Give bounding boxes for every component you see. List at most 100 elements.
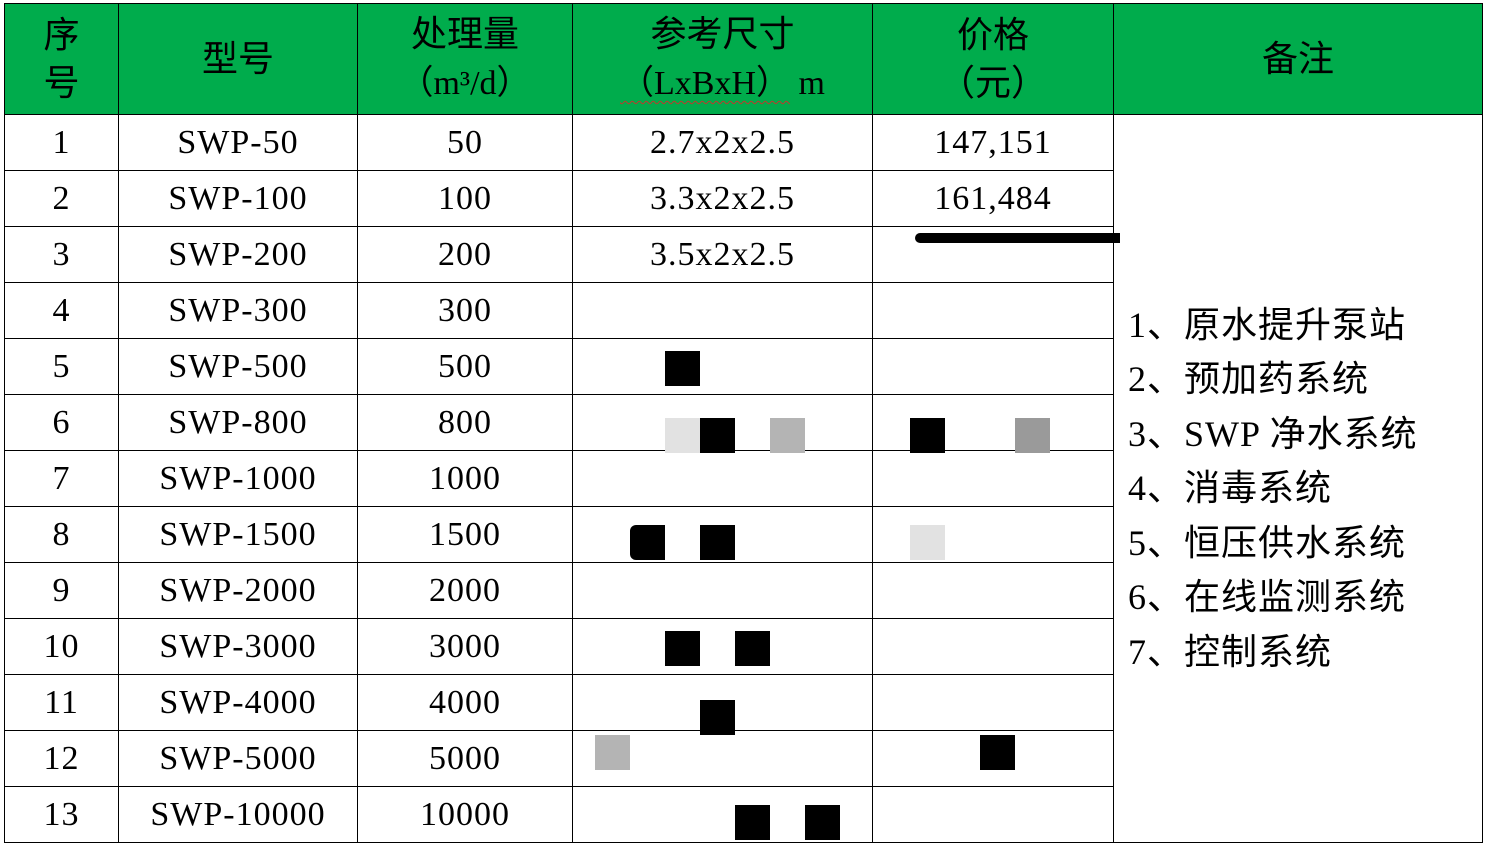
header-model: 型号 bbox=[118, 3, 358, 115]
cell-dimensions: 3.3x2x2.5 bbox=[572, 170, 873, 227]
redaction-block bbox=[980, 735, 1015, 770]
redaction-block bbox=[1015, 418, 1050, 453]
redaction-block bbox=[700, 418, 735, 453]
table-row: 12 SWP-5000 5000 bbox=[4, 730, 1483, 787]
table-row: 9 SWP-2000 2000 bbox=[4, 562, 1483, 619]
cell-model: SWP-1000 bbox=[118, 450, 358, 507]
cell-model: SWP-3000 bbox=[118, 618, 358, 675]
cell-index: 2 bbox=[4, 170, 119, 227]
header-row: 序号 型号 处理量 （m³/d） 参考尺寸 （LxBxH） m 价格 （元） 备注 bbox=[4, 3, 1483, 115]
cell-model: SWP-100 bbox=[118, 170, 358, 227]
header-capacity: 处理量 （m³/d） bbox=[357, 3, 573, 115]
remark-item: 6、在线监测系统 bbox=[1128, 577, 1407, 618]
cell-dimensions bbox=[572, 282, 873, 339]
redaction-block bbox=[595, 735, 630, 770]
table-row: 1 SWP-50 50 2.7x2x2.5 147,151 1、原水提升泵站 2、预加药系统… bbox=[4, 114, 1483, 843]
cell-price: 161,484 bbox=[872, 170, 1114, 227]
remarks-cell: 1、原水提升泵站 2、预加药系统 3、SWP 净水系统 4、消毒系统 5、恒压供水系统 6… bbox=[1113, 114, 1483, 843]
cell-model: SWP-800 bbox=[118, 394, 358, 451]
cell-model: SWP-500 bbox=[118, 338, 358, 395]
cell-index: 11 bbox=[4, 674, 119, 731]
cell-dimensions bbox=[572, 450, 873, 507]
table-row: 7 SWP-1000 1000 bbox=[4, 450, 1483, 507]
cell-price bbox=[872, 618, 1114, 675]
redaction-block bbox=[910, 418, 945, 453]
cell-index: 13 bbox=[4, 786, 119, 843]
redaction-block bbox=[770, 418, 805, 453]
table-row: 2 SWP-100 100 3.3x2x2.5 161,484 bbox=[4, 170, 1483, 227]
redaction-block bbox=[805, 805, 840, 840]
cell-index: 5 bbox=[4, 338, 119, 395]
cell-capacity: 10000 bbox=[357, 786, 573, 843]
redaction-block bbox=[665, 631, 700, 666]
cell-index: 3 bbox=[4, 226, 119, 283]
header-price: 价格 （元） bbox=[872, 3, 1114, 115]
cell-model: SWP-50 bbox=[118, 114, 358, 171]
cell-model: SWP-10000 bbox=[118, 786, 358, 843]
redaction-block bbox=[630, 525, 665, 560]
redaction-block bbox=[665, 418, 700, 453]
cell-capacity: 300 bbox=[357, 282, 573, 339]
cell-capacity: 800 bbox=[357, 394, 573, 451]
cell-dimensions bbox=[572, 338, 873, 395]
cell-price bbox=[872, 562, 1114, 619]
cell-index: 1 bbox=[4, 114, 119, 171]
cell-dimensions: 3.5x2x2.5 bbox=[572, 226, 873, 283]
cell-price: 147,151 bbox=[872, 114, 1114, 171]
remark-item: 3、SWP 净水系统 bbox=[1128, 413, 1418, 454]
cell-price bbox=[872, 282, 1114, 339]
cell-capacity: 1500 bbox=[357, 506, 573, 563]
redaction-stroke bbox=[915, 233, 1120, 243]
remark-item: 2、预加药系统 bbox=[1128, 359, 1370, 400]
cell-capacity: 200 bbox=[357, 226, 573, 283]
cell-dimensions bbox=[572, 618, 873, 675]
redaction-block bbox=[665, 351, 700, 386]
cell-capacity: 50 bbox=[357, 114, 573, 171]
table-row: 10 SWP-3000 3000 bbox=[4, 618, 1483, 675]
cell-index: 9 bbox=[4, 562, 119, 619]
cell-model: SWP-5000 bbox=[118, 730, 358, 787]
cell-price bbox=[872, 394, 1114, 451]
redaction-block bbox=[700, 525, 735, 560]
table-row: 3 SWP-200 200 3.5x2x2.5 bbox=[4, 226, 1483, 283]
remark-item: 1、原水提升泵站 bbox=[1128, 304, 1407, 345]
cell-index: 8 bbox=[4, 506, 119, 563]
cell-dimensions bbox=[572, 562, 873, 619]
cell-capacity: 2000 bbox=[357, 562, 573, 619]
redaction-block bbox=[910, 525, 945, 560]
price-table: 序号 型号 处理量 （m³/d） 参考尺寸 （LxBxH） m 价格 （元） 备注 1… bbox=[4, 3, 1483, 843]
cell-capacity: 1000 bbox=[357, 450, 573, 507]
remark-item: 7、控制系统 bbox=[1128, 631, 1333, 672]
header-index: 序号 bbox=[4, 3, 119, 115]
cell-price bbox=[872, 506, 1114, 563]
cell-price bbox=[872, 786, 1114, 843]
cell-capacity: 500 bbox=[357, 338, 573, 395]
cell-price bbox=[872, 450, 1114, 507]
header-remarks: 备注 bbox=[1113, 3, 1483, 115]
cell-index: 7 bbox=[4, 450, 119, 507]
table-row: 5 SWP-500 500 bbox=[4, 338, 1483, 395]
cell-price bbox=[872, 674, 1114, 731]
cell-capacity: 4000 bbox=[357, 674, 573, 731]
cell-dimensions: 2.7x2x2.5 bbox=[572, 114, 873, 171]
cell-index: 6 bbox=[4, 394, 119, 451]
cell-index: 4 bbox=[4, 282, 119, 339]
cell-index: 12 bbox=[4, 730, 119, 787]
cell-model: SWP-200 bbox=[118, 226, 358, 283]
cell-capacity: 100 bbox=[357, 170, 573, 227]
cell-capacity: 3000 bbox=[357, 618, 573, 675]
cell-index: 10 bbox=[4, 618, 119, 675]
cell-model: SWP-300 bbox=[118, 282, 358, 339]
cell-model: SWP-2000 bbox=[118, 562, 358, 619]
table-row: 8 SWP-1500 1500 bbox=[4, 506, 1483, 563]
remark-item: 5、恒压供水系统 bbox=[1128, 522, 1407, 563]
cell-model: SWP-1500 bbox=[118, 506, 358, 563]
cell-model: SWP-4000 bbox=[118, 674, 358, 731]
redaction-block bbox=[735, 805, 770, 840]
cell-price bbox=[872, 338, 1114, 395]
cell-capacity: 5000 bbox=[357, 730, 573, 787]
remark-item: 4、消毒系统 bbox=[1128, 468, 1333, 509]
redaction-block bbox=[700, 700, 735, 735]
redaction-block bbox=[735, 631, 770, 666]
header-dimensions: 参考尺寸 （LxBxH） m bbox=[572, 3, 873, 115]
